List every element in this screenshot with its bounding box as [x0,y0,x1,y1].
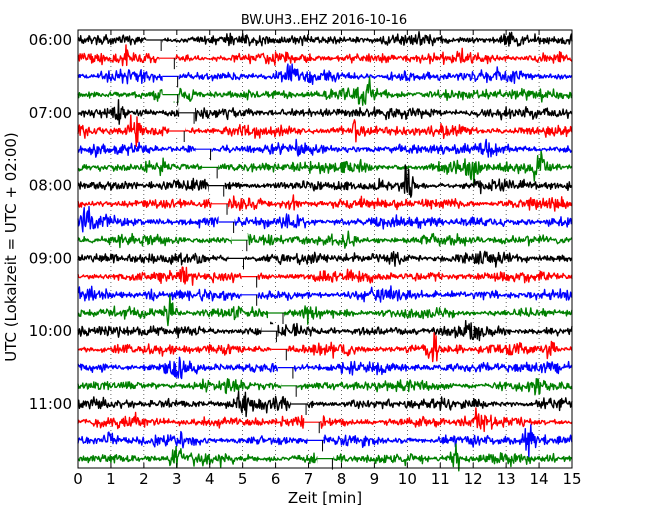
y-tick-label: 10:00 [29,322,72,340]
x-tick-label: 9 [370,470,380,488]
x-tick-label: 3 [172,470,182,488]
y-tick-label: 07:00 [29,104,72,122]
trace-10:30 [77,356,573,380]
trace-line [77,332,573,363]
trace-line [77,138,573,158]
trace-line [77,114,573,147]
x-tick-label: 14 [530,470,549,488]
trace-line [77,230,573,249]
trace-line [78,99,573,125]
trace-06:00 [77,31,573,51]
trace-08:15 [77,194,573,215]
x-tick-label: 6 [271,470,281,488]
trace-07:45 [77,150,573,186]
x-tick-label: 5 [238,470,248,488]
trace-line [77,150,573,186]
chart-title: BW.UH3..EHZ 2016-10-16 [241,13,407,28]
trace-10:00 [77,320,573,343]
trace-line [77,407,573,433]
trace-line [77,76,573,106]
trace-10:15 [77,332,573,363]
trace-06:45 [77,76,573,106]
trace-line [77,390,573,418]
plot-frame [77,29,573,469]
y-tick-labels: 06:00 07:00 08:00 09:00 10:00 11:00 [29,31,72,413]
trace-07:15 [77,114,573,147]
traces [77,31,573,472]
y-tick-label: 09:00 [29,249,72,267]
x-tick-label: 2 [139,470,149,488]
trace-08:00 [77,164,573,198]
x-tick-label: 8 [337,470,347,488]
x-tick-label: 13 [497,470,516,488]
trace-line [77,250,573,268]
trace-line [77,194,573,212]
trace-11:00 [77,390,573,418]
trace-line [77,266,573,286]
trace-line [77,164,573,198]
x-tick-label: 15 [562,470,581,488]
y-tick-label: 06:00 [29,31,72,49]
trace-09:15 [77,266,573,288]
trace-06:30 [77,63,573,88]
x-tick-label: 10 [398,470,417,488]
trace-line [77,205,573,233]
trace-11:15 [77,407,573,434]
x-tick-label: 7 [304,470,314,488]
trace-line [77,424,573,459]
x-tick-label: 1 [106,470,116,488]
x-tick-labels: 0 1 2 3 4 5 6 7 8 9 10 11 12 13 14 15 [73,470,581,488]
trace-10:45 [77,378,573,397]
trace-07:30 [77,138,573,161]
trace-line [77,320,573,342]
trace-line [77,63,573,85]
trace-06:15 [77,44,573,70]
trace-line [77,285,573,303]
x-tick-label: 11 [431,470,450,488]
trace-07:00 [78,99,573,125]
trace-line [77,356,573,380]
trace-08:45 [77,230,573,252]
trace-line [77,44,573,67]
trace-line [77,378,573,396]
y-tick-label: 08:00 [29,177,72,195]
trace-11:45 [77,443,573,472]
x-tick-label: 4 [205,470,215,488]
x-tick-label: 12 [464,470,483,488]
x-axis-label: Zeit [min] [288,489,362,507]
y-axis-label: UTC (Lokalzeit = UTC + 02:00) [2,132,20,362]
trace-09:45 [77,294,573,327]
trace-line [77,294,573,327]
x-tick-label: 0 [73,470,83,488]
trace-09:00 [77,250,573,270]
trace-11:30 [77,424,573,459]
trace-09:30 [77,285,573,306]
trace-08:30 [77,205,573,233]
y-tick-label: 11:00 [29,395,72,413]
